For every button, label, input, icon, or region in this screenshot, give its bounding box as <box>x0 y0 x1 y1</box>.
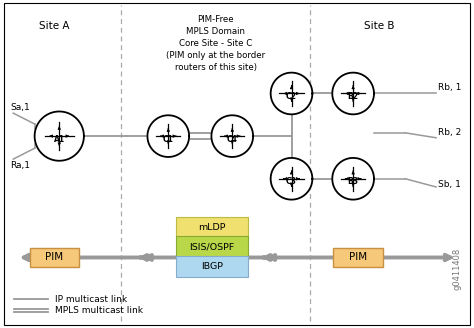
Text: C1: C1 <box>163 135 173 144</box>
Text: C3: C3 <box>286 177 297 186</box>
Text: Sa,1: Sa,1 <box>10 103 30 112</box>
Text: g0411408: g0411408 <box>453 248 462 290</box>
Text: mLDP: mLDP <box>198 223 226 233</box>
Text: B3: B3 <box>347 177 359 186</box>
Polygon shape <box>271 158 312 200</box>
Text: ISIS/OSPF: ISIS/OSPF <box>190 242 235 252</box>
FancyBboxPatch shape <box>176 256 248 277</box>
Text: PIM-Free
MPLS Domain
Core Site - Site C
(PIM only at the border
routers of this : PIM-Free MPLS Domain Core Site - Site C … <box>166 15 265 72</box>
Polygon shape <box>147 115 189 157</box>
Text: Rb, 1: Rb, 1 <box>438 84 462 92</box>
FancyBboxPatch shape <box>176 236 248 257</box>
Text: MPLS multicast link: MPLS multicast link <box>55 306 144 315</box>
FancyBboxPatch shape <box>333 248 383 267</box>
Text: IP multicast link: IP multicast link <box>55 295 128 304</box>
Polygon shape <box>35 112 84 161</box>
Text: PIM: PIM <box>349 253 367 262</box>
Text: Site B: Site B <box>364 21 394 31</box>
Text: Sb, 1: Sb, 1 <box>438 180 461 189</box>
Text: C2: C2 <box>286 92 297 101</box>
Text: Ra,1: Ra,1 <box>10 161 30 170</box>
Text: Site A: Site A <box>39 21 70 31</box>
Polygon shape <box>332 72 374 114</box>
FancyBboxPatch shape <box>176 217 248 238</box>
Text: A1: A1 <box>54 135 65 144</box>
Polygon shape <box>211 115 253 157</box>
Polygon shape <box>271 72 312 114</box>
Text: PIM: PIM <box>46 253 64 262</box>
Text: IBGP: IBGP <box>201 261 223 271</box>
Polygon shape <box>332 158 374 200</box>
Text: Rb, 2: Rb, 2 <box>438 128 462 137</box>
FancyBboxPatch shape <box>29 248 79 267</box>
Text: B2: B2 <box>347 92 359 101</box>
Text: C4: C4 <box>227 135 237 144</box>
